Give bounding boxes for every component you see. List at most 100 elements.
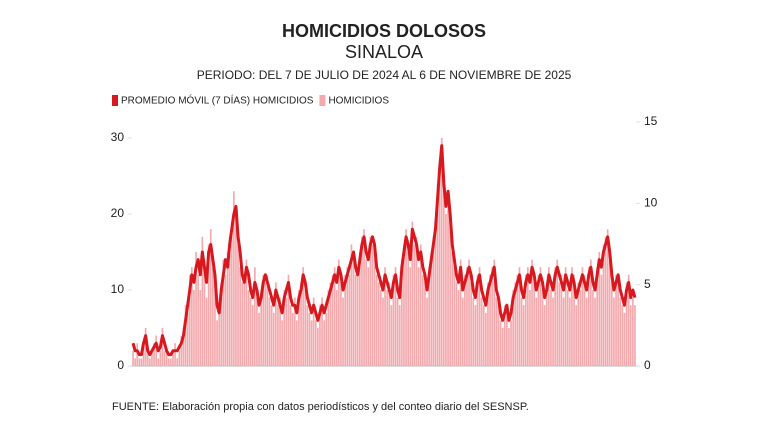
bar xyxy=(363,229,365,366)
bar xyxy=(365,259,367,366)
bar xyxy=(352,259,355,366)
bar xyxy=(405,229,407,366)
bar xyxy=(161,328,164,366)
bar xyxy=(251,305,254,366)
bar xyxy=(298,290,300,366)
bar xyxy=(516,274,519,366)
bar xyxy=(254,267,256,366)
bar xyxy=(449,221,451,366)
y-tick-label: 20 xyxy=(111,206,125,220)
bar xyxy=(310,320,313,366)
bar xyxy=(461,297,464,366)
line xyxy=(131,144,637,357)
bar xyxy=(272,312,275,366)
bar xyxy=(329,282,332,366)
bar xyxy=(594,297,596,366)
bar xyxy=(327,290,330,366)
bar xyxy=(518,267,521,366)
bar xyxy=(615,274,617,366)
bar xyxy=(468,259,470,366)
bar xyxy=(203,259,206,366)
bar xyxy=(493,259,496,366)
bar xyxy=(401,259,403,366)
bar xyxy=(608,259,611,366)
y-tick-label: 10 xyxy=(111,282,125,296)
bar xyxy=(170,358,172,366)
bar xyxy=(596,267,598,366)
bar xyxy=(466,267,468,366)
bar xyxy=(524,274,527,366)
bar xyxy=(344,274,346,366)
bar xyxy=(201,236,204,366)
bar xyxy=(634,305,636,366)
bar xyxy=(464,274,466,366)
bar xyxy=(184,305,187,366)
bar xyxy=(417,267,420,366)
bar xyxy=(548,267,550,366)
bar xyxy=(222,259,225,366)
bar xyxy=(285,297,288,366)
bar xyxy=(485,312,487,366)
bar xyxy=(447,198,449,366)
bar xyxy=(224,274,227,366)
bar xyxy=(583,274,586,366)
bar xyxy=(424,282,426,366)
bar xyxy=(293,297,296,366)
bar xyxy=(550,290,552,366)
bar xyxy=(413,244,416,366)
legend-swatch xyxy=(112,95,118,106)
bar xyxy=(440,138,443,366)
y-tick-label: 30 xyxy=(111,130,125,144)
bar xyxy=(436,183,439,366)
bar xyxy=(422,274,424,366)
bar xyxy=(262,274,265,366)
bar xyxy=(390,305,393,366)
bar xyxy=(478,267,481,366)
bar xyxy=(566,290,569,366)
bar xyxy=(556,259,559,366)
bar xyxy=(176,358,178,366)
bar xyxy=(575,305,577,366)
bar xyxy=(268,297,271,366)
bar xyxy=(243,274,246,366)
bar xyxy=(541,290,544,366)
bar xyxy=(606,229,609,366)
bar xyxy=(283,290,286,366)
bar xyxy=(199,290,202,366)
bar xyxy=(415,236,418,366)
chart-period: PERIODO: DEL 7 DE JULIO DE 2024 AL 6 DE … xyxy=(197,68,572,82)
bar xyxy=(558,282,561,366)
bar xyxy=(432,236,435,366)
bar xyxy=(571,267,573,366)
y2-tick-label: 5 xyxy=(644,277,651,291)
bar xyxy=(373,252,376,366)
bar xyxy=(564,267,567,366)
bar xyxy=(543,305,546,366)
bar xyxy=(545,282,548,366)
bar xyxy=(157,358,160,366)
bar xyxy=(172,350,174,366)
bar xyxy=(323,320,325,366)
bar xyxy=(499,320,502,366)
bar xyxy=(153,343,155,366)
bar xyxy=(501,328,504,366)
bar xyxy=(554,267,556,366)
bar xyxy=(539,267,542,366)
bar xyxy=(348,274,351,366)
bar xyxy=(266,274,269,366)
bar xyxy=(619,297,622,366)
bar xyxy=(394,267,397,366)
bar xyxy=(264,282,267,366)
bar xyxy=(512,290,514,366)
bar xyxy=(256,297,258,366)
bar xyxy=(289,305,292,366)
y2-tick-label: 15 xyxy=(644,114,658,128)
bar xyxy=(281,320,283,366)
bar xyxy=(239,267,241,366)
bar xyxy=(482,305,485,366)
bar xyxy=(302,267,304,366)
bar xyxy=(623,312,626,366)
bar xyxy=(537,274,540,366)
